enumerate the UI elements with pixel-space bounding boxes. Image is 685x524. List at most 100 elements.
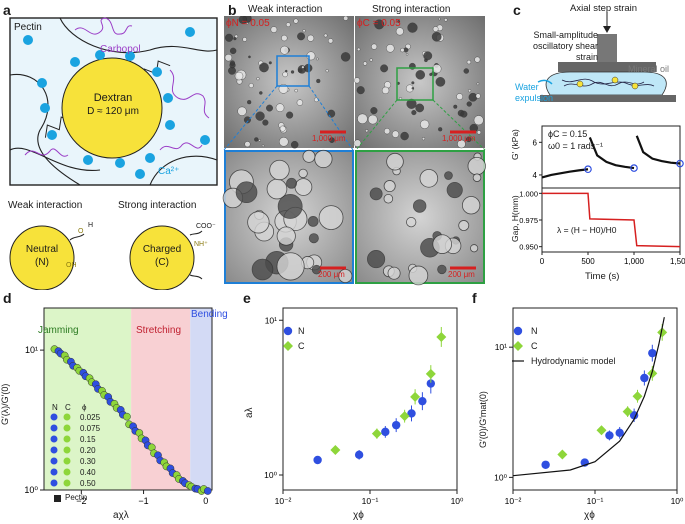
rheometer-plate (558, 62, 656, 72)
gap-line (542, 192, 681, 248)
neutral-label: Neutral (25, 244, 59, 255)
bubble (411, 81, 415, 85)
saos-label-2: oscillatory shear (532, 41, 598, 51)
c-xlabel: Time (s) (585, 271, 620, 282)
data-point-n (605, 431, 614, 440)
bubble (431, 31, 442, 42)
chem-oh-label: OH (66, 262, 77, 269)
bubble (323, 33, 328, 38)
bubble (463, 68, 470, 74)
bubble (276, 252, 305, 281)
bubble (423, 51, 433, 61)
data-point-c (371, 428, 382, 439)
bubble (256, 77, 260, 81)
bubble (276, 226, 296, 246)
water-label-2: expulsion (515, 93, 554, 103)
bubble (297, 32, 305, 41)
bubble (476, 82, 480, 86)
data-point (203, 487, 212, 495)
weak-zoom-box (276, 55, 310, 87)
bubble (400, 131, 409, 141)
bubble (370, 107, 378, 115)
weak-micrograph-top (224, 16, 354, 148)
bubble (301, 65, 305, 69)
bubble (327, 109, 336, 118)
bubble (314, 149, 333, 169)
y-tick-label: 0.975 (519, 216, 538, 225)
legend-marker-n (50, 413, 58, 421)
bubble (460, 110, 468, 118)
bubble (383, 128, 391, 135)
bubble (421, 137, 426, 141)
bubble (369, 58, 373, 62)
bubble (444, 18, 448, 22)
model-curve (512, 317, 665, 477)
bubble (420, 119, 430, 129)
b-strong-title: Strong interaction (372, 4, 451, 15)
bubble (371, 43, 378, 50)
bubble (395, 27, 404, 36)
plot-frame (282, 307, 458, 491)
bubble (453, 104, 458, 109)
carbopol-chain (159, 142, 203, 151)
bubble (269, 159, 290, 181)
bubble (328, 38, 334, 44)
bubble (268, 61, 272, 65)
data-point-n (407, 409, 416, 418)
x-tick-label: 10⁰ (451, 496, 464, 506)
panel-label-c: c (513, 2, 521, 18)
bubble (262, 119, 269, 126)
bubble (290, 140, 299, 149)
calcium-label: Ca²⁺ (158, 166, 180, 177)
bubble (259, 62, 269, 73)
data-point-n (648, 348, 657, 358)
data-point (123, 412, 131, 421)
legend-marker-c (63, 435, 71, 443)
bubble (290, 70, 295, 74)
bubble (329, 137, 335, 143)
legend-phi-label: 0.50 (80, 479, 96, 488)
y-tick-label: 4 (533, 171, 538, 180)
bubble (472, 173, 482, 182)
strong-zoom-box (396, 67, 434, 101)
rheometer-base (540, 95, 676, 102)
bubble (293, 18, 299, 24)
panel-label-b: b (228, 2, 237, 18)
bubble (446, 181, 463, 199)
pectin-chain (9, 73, 81, 186)
bubble (411, 87, 415, 90)
scale-label-top: 1,000 μm (312, 134, 346, 143)
neutral-particle (9, 225, 75, 290)
bubble (277, 194, 303, 219)
bubble (259, 91, 263, 95)
strong-interaction-title: Strong interaction (118, 200, 197, 211)
bubble (294, 88, 298, 93)
data-point-n (391, 420, 401, 430)
bubble (473, 115, 484, 126)
x-tick-label: 0 (203, 496, 208, 506)
legend-marker-n (50, 457, 58, 465)
gprime-line (635, 135, 681, 165)
legend-marker (50, 424, 71, 432)
bubble (258, 139, 261, 142)
bubble (275, 103, 285, 112)
bubble (380, 64, 389, 73)
bubble (302, 29, 306, 33)
bubble (286, 177, 297, 189)
bubble (407, 22, 418, 33)
bubble (470, 244, 479, 253)
bubble (474, 56, 481, 63)
bubble (224, 53, 233, 62)
panel-label-f: f (472, 290, 477, 306)
bubble (357, 47, 361, 52)
bubble (461, 196, 481, 215)
bubble (468, 89, 472, 93)
zoom-line (308, 85, 354, 151)
bubble (367, 250, 386, 269)
bubble (466, 59, 472, 65)
bubble (475, 93, 481, 99)
chem-coo-label: COO⁻ (196, 223, 216, 230)
bubble (294, 178, 313, 196)
f-legend-model: Hydrodynamic model (531, 356, 616, 366)
